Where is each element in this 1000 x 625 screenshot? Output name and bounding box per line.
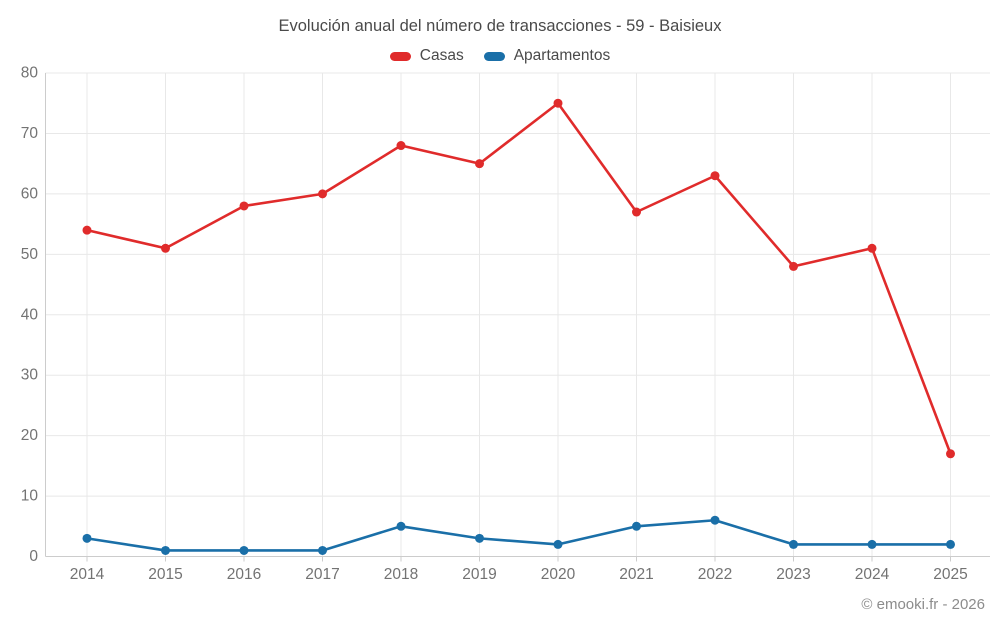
data-point-apartamentos-2024[interactable] — [867, 539, 877, 549]
data-point-apartamentos-2014[interactable] — [82, 533, 92, 543]
data-point-apartamentos-2019[interactable] — [475, 533, 484, 543]
x-axis-label: 2014 — [70, 566, 105, 583]
y-axis-label: 20 — [21, 427, 39, 444]
y-axis-label: 40 — [21, 306, 39, 323]
chart-title: Evolución anual del número de transaccio… — [278, 17, 722, 35]
x-axis-label: 2025 — [933, 566, 967, 583]
data-point-casas-2020[interactable] — [553, 98, 563, 108]
data-point-apartamentos-2025[interactable] — [946, 539, 955, 549]
y-axis-label: 80 — [21, 65, 39, 82]
x-axis-label: 2015 — [148, 566, 182, 583]
y-axis-label: 10 — [21, 488, 39, 505]
legend-label-apartamentos: Apartamentos — [513, 47, 611, 64]
data-point-casas-2023[interactable] — [789, 261, 798, 271]
data-point-casas-2019[interactable] — [475, 159, 484, 169]
x-axis-label: 2018 — [384, 566, 418, 583]
data-point-casas-2016[interactable] — [239, 201, 249, 211]
series-line-casas — [85, 101, 952, 456]
legend-item-casas[interactable]: Casas — [389, 47, 464, 65]
x-axis-label: 2021 — [619, 566, 653, 583]
data-point-apartamentos-2023[interactable] — [789, 539, 798, 549]
data-point-casas-2022[interactable] — [710, 171, 720, 181]
data-point-casas-2017[interactable] — [318, 189, 327, 199]
data-point-apartamentos-2016[interactable] — [239, 545, 249, 555]
legend-label-casas: Casas — [419, 47, 464, 64]
y-axis-label: 70 — [21, 125, 39, 142]
data-point-casas-2024[interactable] — [867, 243, 877, 253]
data-point-casas-2021[interactable] — [632, 207, 641, 217]
data-point-casas-2014[interactable] — [82, 225, 92, 235]
data-point-casas-2025[interactable] — [946, 449, 955, 459]
legend-item-apartamentos[interactable]: Apartamentos — [483, 47, 611, 65]
x-axis-label: 2024 — [855, 566, 890, 583]
data-point-apartamentos-2015[interactable] — [161, 545, 170, 555]
data-point-apartamentos-2022[interactable] — [710, 515, 720, 525]
copyright-text: © emooki.fr - 2026 — [861, 596, 985, 613]
y-axis-label: 0 — [29, 548, 38, 565]
data-point-apartamentos-2017[interactable] — [318, 545, 327, 555]
x-axis-label: 2017 — [305, 566, 339, 583]
legend-swatch-casas — [389, 51, 411, 61]
x-axis-label: 2022 — [698, 566, 732, 583]
x-axis-label: 2020 — [541, 566, 576, 583]
data-point-apartamentos-2018[interactable] — [396, 521, 406, 531]
data-point-apartamentos-2021[interactable] — [632, 521, 641, 531]
x-axis-label: 2016 — [227, 566, 261, 583]
data-point-casas-2015[interactable] — [161, 243, 170, 253]
y-axis-label: 60 — [21, 185, 39, 202]
legend-swatch-apartamentos — [483, 51, 505, 61]
y-axis-label: 30 — [21, 367, 39, 384]
data-point-apartamentos-2020[interactable] — [553, 539, 563, 549]
y-axis-label: 50 — [21, 246, 39, 263]
x-axis-label: 2023 — [776, 566, 810, 583]
x-axis-label: 2019 — [462, 566, 496, 583]
data-point-casas-2018[interactable] — [396, 141, 406, 151]
series-line-apartamentos — [85, 518, 952, 552]
chart-legend: Casas Apartamentos — [0, 47, 1000, 65]
